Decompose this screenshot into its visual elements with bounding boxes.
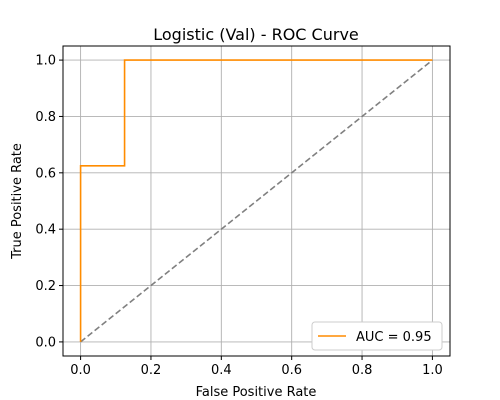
series-layer bbox=[79, 59, 433, 343]
x-axis-label: False Positive Rate bbox=[196, 385, 317, 400]
y-axis-label: True Positive Rate bbox=[10, 143, 25, 260]
x-tick-label: 0.4 bbox=[211, 363, 232, 378]
ticks: 0.0 0.2 0.4 0.6 0.8 1.0 0.0 0.2 0.4 0.6 0.8 1.0 bbox=[35, 54, 442, 378]
x-tick-label: 1.0 bbox=[422, 363, 443, 378]
legend-label-auc: AUC = 0.95 bbox=[356, 330, 432, 345]
x-tick-label: 0.8 bbox=[352, 363, 373, 378]
roc-curve-line bbox=[79, 59, 433, 342]
chart-title: Logistic (Val) - ROC Curve bbox=[153, 25, 359, 44]
y-tick-label: 0.8 bbox=[35, 110, 56, 125]
y-tick-label: 0.6 bbox=[35, 166, 56, 181]
x-tick-label: 0.0 bbox=[70, 363, 91, 378]
chance-diagonal-line bbox=[80, 59, 433, 343]
legend-box bbox=[311, 321, 443, 351]
y-tick-label: 0.0 bbox=[35, 335, 56, 350]
y-tick-label: 0.4 bbox=[35, 223, 56, 238]
legend: AUC = 0.95 bbox=[311, 321, 443, 351]
x-tick-label: 0.2 bbox=[141, 363, 162, 378]
x-tick-label: 0.6 bbox=[281, 363, 302, 378]
y-tick-label: 0.2 bbox=[35, 279, 56, 294]
plot-frame bbox=[62, 45, 451, 357]
y-tick-label: 1.0 bbox=[35, 54, 56, 69]
